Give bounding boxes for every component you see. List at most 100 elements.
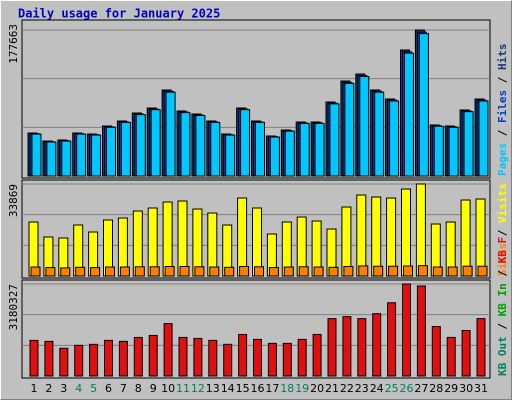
x-tick-label: 6	[105, 382, 112, 395]
x-tick-label: 13	[206, 382, 220, 395]
y-max-label: 177663	[7, 24, 20, 64]
bar	[283, 266, 294, 277]
x-tick-label: 15	[236, 382, 250, 395]
legend-entry: KB Out	[496, 336, 509, 376]
bar	[344, 82, 355, 177]
x-tick-label: 26	[400, 382, 414, 395]
x-tick-label: 21	[325, 382, 339, 395]
bar	[358, 265, 369, 277]
bar	[284, 130, 295, 177]
bar	[180, 112, 191, 177]
bar	[239, 265, 250, 277]
bar	[313, 266, 324, 277]
legend: KB Out / KB In / KB F	[496, 237, 509, 376]
bar	[46, 141, 57, 177]
bar	[314, 122, 325, 177]
bar	[403, 265, 413, 277]
bar	[135, 114, 146, 177]
bar	[76, 133, 87, 177]
legend-entry: KB F	[496, 237, 509, 264]
bar	[254, 266, 264, 277]
bar	[224, 266, 235, 277]
x-tick-label: 14	[221, 382, 235, 395]
bar	[374, 91, 385, 177]
x-tick-label: 5	[90, 382, 97, 395]
x-tick-label: 19	[295, 382, 309, 395]
bar	[477, 265, 488, 277]
bar	[150, 109, 161, 177]
bar	[269, 136, 280, 177]
bar	[163, 323, 173, 377]
x-tick-label: 30	[459, 382, 473, 395]
bar	[223, 343, 233, 377]
bar	[297, 338, 307, 377]
legend-entry: KB In	[496, 283, 509, 316]
bar	[177, 200, 188, 277]
bar	[133, 336, 143, 377]
bar	[162, 201, 173, 277]
bar	[225, 134, 236, 177]
bar	[359, 76, 370, 177]
x-tick-label: 23	[355, 382, 369, 395]
x-tick-label: 8	[135, 382, 142, 395]
bar	[462, 265, 473, 277]
x-tick-label: 27	[414, 382, 428, 395]
bar	[31, 133, 42, 177]
bar	[404, 52, 414, 177]
legend-entry: Hits	[496, 44, 509, 71]
bar	[460, 199, 471, 277]
bar	[45, 267, 56, 277]
bar	[418, 33, 429, 177]
legend-entry: Visits	[496, 183, 509, 223]
bar	[463, 111, 474, 177]
bar	[30, 266, 41, 277]
bar	[328, 266, 339, 277]
bar	[342, 316, 352, 377]
bar	[329, 103, 340, 177]
bar	[91, 134, 102, 177]
bar	[120, 121, 131, 177]
legend: Sites / Visits	[496, 183, 509, 276]
x-tick-label: 18	[280, 382, 294, 395]
legend-separator: /	[496, 263, 509, 283]
bar	[253, 338, 262, 377]
bar	[209, 266, 220, 277]
chart-title: Daily usage for January 2025	[18, 7, 220, 21]
bar	[298, 266, 309, 277]
bar	[299, 122, 310, 177]
bar	[147, 207, 158, 277]
bar	[387, 302, 397, 377]
bar	[476, 318, 486, 377]
bar	[252, 207, 262, 277]
legend-separator: /	[496, 316, 509, 336]
bar	[431, 326, 441, 377]
bar	[312, 333, 322, 377]
y-max-label: 33869	[7, 184, 20, 217]
x-tick-label: 3	[60, 382, 67, 395]
bar	[371, 196, 382, 277]
bar	[386, 197, 397, 277]
bar	[178, 336, 188, 377]
bar	[59, 347, 69, 377]
bar	[255, 121, 265, 177]
bar	[356, 194, 367, 277]
bar	[267, 342, 277, 377]
x-tick-label: 24	[370, 382, 384, 395]
bar	[343, 265, 354, 277]
bar	[179, 265, 190, 277]
bar	[75, 266, 86, 277]
bar	[372, 313, 382, 377]
y-max-label: 3180327	[7, 284, 20, 330]
x-tick-label: 1	[31, 382, 38, 395]
legend-entry: Sites	[496, 243, 509, 276]
x-tick-label: 10	[161, 382, 175, 395]
x-tick-label: 31	[474, 382, 488, 395]
bar	[282, 342, 292, 377]
bar	[475, 198, 486, 277]
bar	[134, 266, 145, 277]
bar	[193, 337, 203, 377]
bar	[149, 266, 160, 277]
x-tick-label: 22	[340, 382, 354, 395]
